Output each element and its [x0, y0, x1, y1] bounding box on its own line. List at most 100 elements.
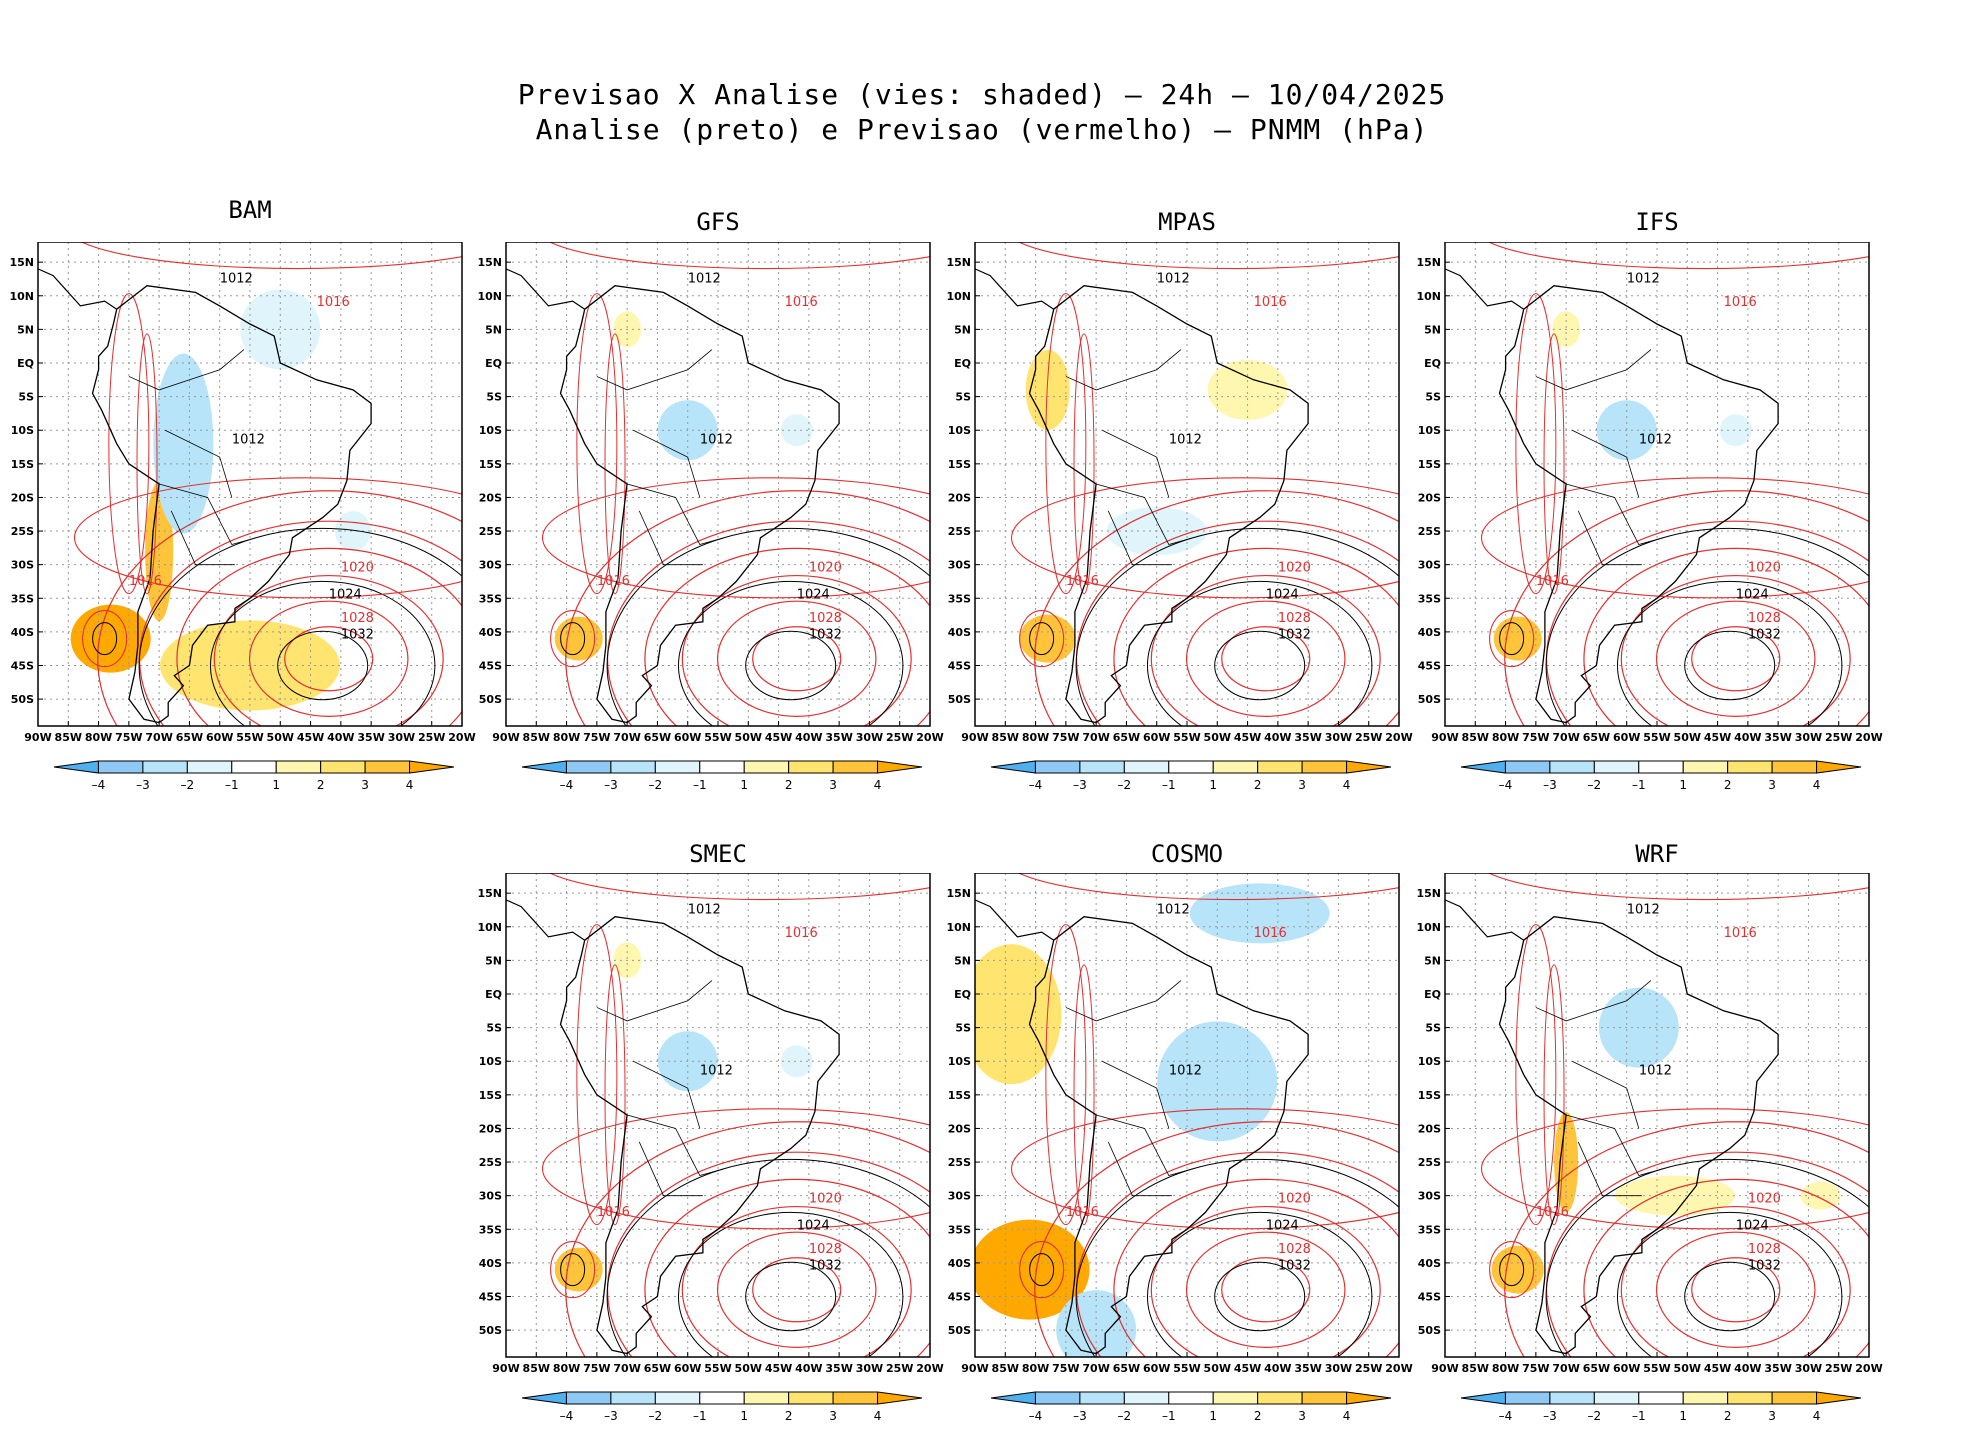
- colorbar-tick-label: 2: [785, 778, 793, 792]
- coastline-central-america: [506, 268, 586, 310]
- latitude-tick-label: 25S: [11, 525, 34, 538]
- country-border: [128, 349, 245, 391]
- colorbar-tick-label: –2: [1588, 778, 1602, 792]
- longitude-tick-label: 80W: [1022, 731, 1049, 744]
- isobar-analysis-high: [678, 580, 904, 726]
- latitude-tick-label: 45S: [1418, 1291, 1441, 1304]
- panel-title-cosmo: COSMO: [1150, 840, 1224, 868]
- colorbar-tick-label: 2: [1254, 778, 1262, 792]
- country-border: [1566, 483, 1664, 545]
- latitude-tick-label: 20S: [479, 1122, 502, 1135]
- isobar-forecast-andes: [576, 293, 618, 595]
- colorbar-swatch: [1079, 760, 1125, 774]
- latitude-tick-label: 10N: [477, 290, 502, 303]
- latitude-tick-label: 10S: [479, 1055, 502, 1068]
- colorbar-tick-label: 3: [1298, 1409, 1306, 1423]
- longitude-tick-label: 75W: [1522, 731, 1549, 744]
- longitude-tick-label: 50W: [1204, 1362, 1231, 1375]
- contour-label: 1028: [341, 611, 374, 626]
- contour-label: 1020: [341, 560, 374, 575]
- isobar-forecast-andes: [1045, 924, 1087, 1226]
- longitude-tick-label: 80W: [553, 1362, 580, 1375]
- contour-label: 1032: [809, 628, 842, 643]
- contour-label: 1020: [809, 560, 842, 575]
- longitude-tick-label: 35W: [825, 731, 852, 744]
- country-border: [1535, 980, 1652, 1022]
- longitude-tick-label: 85W: [1462, 1362, 1489, 1375]
- colorbar-tick-label: 4: [874, 778, 882, 792]
- contour-label: 1028: [1748, 1242, 1781, 1257]
- colorbar-swatch: [521, 760, 567, 774]
- coastline-south-america: [1028, 916, 1309, 1355]
- colorbar-swatch: [877, 760, 923, 774]
- contour-label: 1024: [1266, 1218, 1299, 1233]
- isobar-forecast-high: [213, 575, 444, 726]
- country-border: [1535, 349, 1652, 391]
- latitude-tick-label: 30S: [11, 559, 34, 572]
- longitude-tick-label: 75W: [1522, 1362, 1549, 1375]
- colorbar-swatch: [1727, 760, 1773, 774]
- bias-shading-0: [70, 604, 151, 673]
- contour-label: 1016: [317, 295, 350, 310]
- contour-label: 1016: [1066, 1205, 1099, 1220]
- contour-label: 1012: [688, 271, 721, 286]
- isobar-analysis-high: [210, 580, 436, 726]
- isobar-forecast-high: [1655, 1231, 1816, 1348]
- colorbar-tick-label: 2: [1254, 1409, 1262, 1423]
- map-panel-smec: 1012 1016 1012 1020 1024 1028 1032 1016 15N 10N 5N…: [477, 873, 944, 1375]
- longitude-tick-label: 25W: [1355, 1362, 1382, 1375]
- coastline-central-america: [1445, 268, 1525, 310]
- colorbar-tick-label: 3: [361, 778, 369, 792]
- latitude-tick-label: 10S: [479, 424, 502, 437]
- coastline-south-america: [91, 285, 372, 724]
- isobar-forecast-high: [644, 1178, 930, 1357]
- isobar-analysis-low: [560, 1253, 586, 1287]
- longitude-tick-label: 50W: [1674, 731, 1701, 744]
- contour-label: 1012: [1169, 433, 1202, 448]
- longitude-tick-label: 45W: [297, 731, 324, 744]
- longitude-tick-label: 85W: [523, 1362, 550, 1375]
- isobar-forecast-andes-inner: [136, 333, 158, 595]
- colorbar-swatch: [1549, 1391, 1595, 1405]
- latitude-tick-label: 20S: [1418, 1122, 1441, 1135]
- longitude-tick-label: 20W: [1855, 1362, 1882, 1375]
- longitude-tick-label: 35W: [1764, 1362, 1791, 1375]
- longitude-tick-label: 30W: [388, 731, 415, 744]
- contour-label: 1012: [1639, 1064, 1672, 1079]
- longitude-tick-label: 85W: [1462, 731, 1489, 744]
- colorbar-tick-label: 3: [1298, 778, 1306, 792]
- colorbar-swatch: [1123, 1391, 1170, 1405]
- colorbar-tick-label: 1: [740, 778, 748, 792]
- coastline-south-america: [1498, 916, 1779, 1355]
- colorbar-tick-label: 4: [406, 778, 414, 792]
- contour-label: 1032: [341, 628, 374, 643]
- longitude-tick-label: 60W: [1613, 731, 1640, 744]
- latitude-tick-label: 15S: [1418, 1089, 1441, 1102]
- latitude-tick-label: 40S: [11, 626, 34, 639]
- isobar-forecast-high: [284, 626, 374, 692]
- isobar-forecast-andes-inner: [1073, 333, 1095, 595]
- longitude-tick-label: 80W: [85, 731, 112, 744]
- colorbar-swatch: [320, 760, 366, 774]
- latitude-tick-label: 50S: [479, 1324, 502, 1337]
- isobar-forecast-andes-inner: [1543, 964, 1565, 1226]
- colorbar-swatch: [1816, 760, 1862, 774]
- country-border: [1566, 1114, 1664, 1176]
- colorbar-tick-label: –1: [1632, 1409, 1646, 1423]
- country-border: [1096, 483, 1194, 545]
- isobar-forecast-high: [1691, 626, 1781, 692]
- colorbar-wrf: –4 –3 –2 –1 1 2 3 4: [1460, 1391, 1862, 1423]
- colorbar-bam: –4 –3 –2 –1 1 2 3 4: [53, 760, 455, 792]
- isobar-forecast-1016: [1481, 477, 1869, 599]
- isobar-analysis-high: [138, 527, 462, 726]
- map-panel-wrf: 1012 1016 1012 1020 1024 1028 1032 1016 15N 10N 5N…: [1416, 873, 1883, 1375]
- contour-label: 1012: [700, 433, 733, 448]
- longitude-tick-label: 70W: [1082, 731, 1109, 744]
- longitude-tick-label: 30W: [1795, 1362, 1822, 1375]
- longitude-tick-label: 55W: [1643, 1362, 1670, 1375]
- contour-label: 1020: [1278, 1191, 1311, 1206]
- isobar-analysis-high: [606, 527, 930, 726]
- latitude-tick-label: 5N: [485, 954, 502, 967]
- isobar-forecast-high: [1034, 1121, 1399, 1357]
- isobar-forecast-1016-north: [548, 873, 930, 901]
